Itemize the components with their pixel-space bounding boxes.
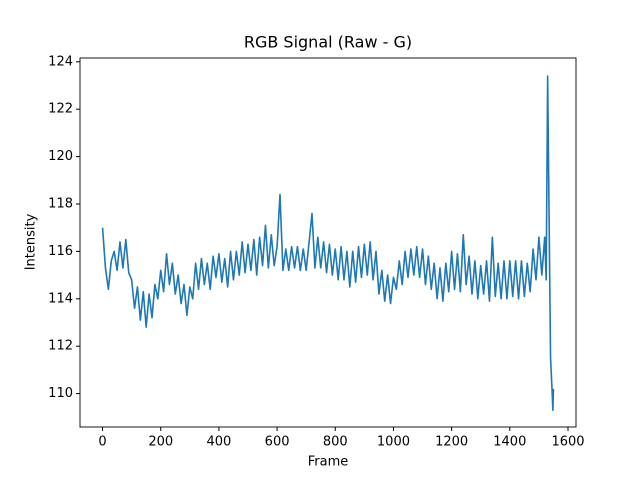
x-axis-label: Frame bbox=[308, 455, 349, 470]
x-tick-label: 200 bbox=[148, 435, 173, 450]
y-tick-label: 110 bbox=[48, 386, 73, 401]
y-tick-label: 118 bbox=[48, 196, 73, 211]
chart-title: RGB Signal (Raw - G) bbox=[244, 33, 412, 52]
y-tick-label: 120 bbox=[48, 149, 73, 164]
x-tick-label: 1600 bbox=[551, 435, 584, 450]
x-tick-label: 400 bbox=[206, 435, 231, 450]
y-tick-label: 122 bbox=[48, 102, 73, 117]
x-tick-label: 0 bbox=[98, 435, 106, 450]
y-axis-label: Intensity bbox=[24, 213, 39, 270]
y-tick-label: 112 bbox=[48, 339, 73, 354]
y-tick-label: 124 bbox=[48, 54, 73, 69]
data-line bbox=[101, 75, 555, 411]
y-tick-label: 114 bbox=[48, 291, 73, 306]
y-tick-label: 116 bbox=[48, 244, 73, 259]
x-tick-label: 1200 bbox=[435, 435, 468, 450]
x-tick-label: 1400 bbox=[493, 435, 526, 450]
plot-frame bbox=[79, 57, 577, 428]
x-tick-label: 600 bbox=[265, 435, 290, 450]
x-tick-label: 1000 bbox=[377, 435, 410, 450]
x-tick-label: 800 bbox=[323, 435, 348, 450]
